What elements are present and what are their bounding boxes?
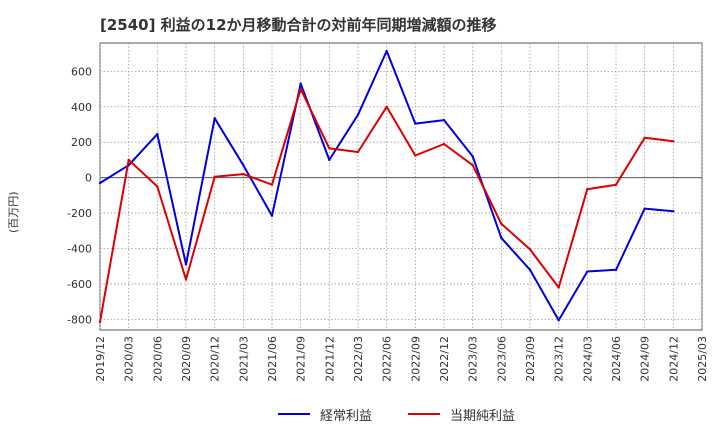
data-point [528, 268, 532, 271]
data-point [557, 286, 560, 289]
legend-label-ordinary-profit: 経常利益 [320, 408, 373, 424]
data-point [557, 319, 560, 322]
data-point [213, 117, 216, 120]
data-point [299, 87, 302, 91]
x-tick-label: 2022/12 [438, 336, 451, 382]
data-point [500, 222, 503, 225]
x-tick-label: 2023/09 [524, 336, 537, 382]
data-point [270, 183, 274, 186]
data-point [672, 210, 675, 213]
x-tick-label: 2021/09 [295, 336, 308, 382]
data-point [442, 142, 446, 146]
legend-swatch-net-profit [408, 413, 440, 415]
data-point [184, 278, 188, 281]
y-tick-label: 400 [71, 101, 92, 114]
x-tick-label: 2022/06 [381, 336, 394, 382]
data-point [471, 164, 474, 167]
data-point [442, 118, 446, 122]
data-point [242, 172, 245, 176]
x-tick-label: 2021/03 [237, 336, 250, 382]
data-point [156, 133, 159, 136]
x-tick-label: 2024/06 [610, 336, 623, 382]
data-point [98, 181, 102, 185]
x-tick-label: 2020/12 [209, 336, 222, 382]
y-tick-label: 600 [71, 65, 92, 78]
x-tick-label: 2020/06 [151, 336, 164, 382]
y-tick-label: -200 [67, 207, 92, 220]
data-point [500, 236, 503, 240]
data-point [414, 154, 417, 157]
data-point [356, 113, 360, 116]
y-tick-label: 0 [85, 172, 92, 185]
x-tick-label: 2024/12 [667, 336, 680, 382]
data-point [528, 248, 532, 251]
data-point [643, 207, 646, 210]
series-layer [98, 49, 675, 324]
data-point [643, 136, 646, 139]
data-point [672, 140, 675, 143]
data-point [586, 270, 589, 273]
data-point [184, 263, 188, 266]
x-tick-label: 2023/03 [467, 336, 480, 382]
data-point [414, 122, 417, 125]
data-point [328, 147, 331, 150]
data-point [356, 150, 360, 154]
x-tick-label: 2022/09 [409, 336, 422, 382]
x-tick-label: 2021/06 [266, 336, 279, 382]
x-tick-label: 2024/09 [639, 336, 652, 382]
data-point [127, 158, 130, 162]
x-tick-label: 2024/03 [581, 336, 594, 382]
data-point [385, 105, 388, 108]
data-point [156, 185, 159, 188]
y-tick-label: -600 [67, 278, 92, 291]
data-point [586, 187, 589, 191]
x-tick-label: 2019/12 [94, 336, 107, 382]
x-tick-label: 2023/12 [553, 336, 566, 382]
x-tick-label: 2021/12 [323, 336, 336, 382]
x-tick-label: 2023/06 [495, 336, 508, 382]
chart-title: [2540] 利益の12か月移動合計の対前年同期増減額の推移 [100, 16, 497, 34]
y-tick-label: -400 [67, 243, 92, 256]
legend-swatch-ordinary-profit [278, 413, 310, 415]
x-tick-label: 2020/03 [123, 336, 136, 382]
legend-item-net-profit: 当期純利益 [408, 402, 515, 426]
data-point [471, 155, 474, 158]
legend: 経常利益 当期純利益 [0, 402, 720, 426]
legend-label-net-profit: 当期純利益 [450, 408, 516, 424]
y-tick-label: -800 [67, 313, 92, 326]
x-tick-label: 2025/03 [696, 336, 709, 382]
y-tick-label: 200 [71, 136, 92, 149]
x-tick-label: 2022/03 [352, 336, 365, 382]
data-point [213, 175, 216, 178]
data-point [385, 49, 388, 53]
data-point [328, 158, 331, 162]
x-tick-label: 2020/09 [180, 336, 193, 382]
data-point [299, 82, 302, 85]
data-point [270, 214, 274, 217]
data-point [614, 268, 618, 271]
legend-item-ordinary-profit: 経常利益 [278, 402, 372, 426]
data-point [242, 164, 245, 167]
data-point [614, 183, 618, 186]
data-point [98, 320, 102, 324]
